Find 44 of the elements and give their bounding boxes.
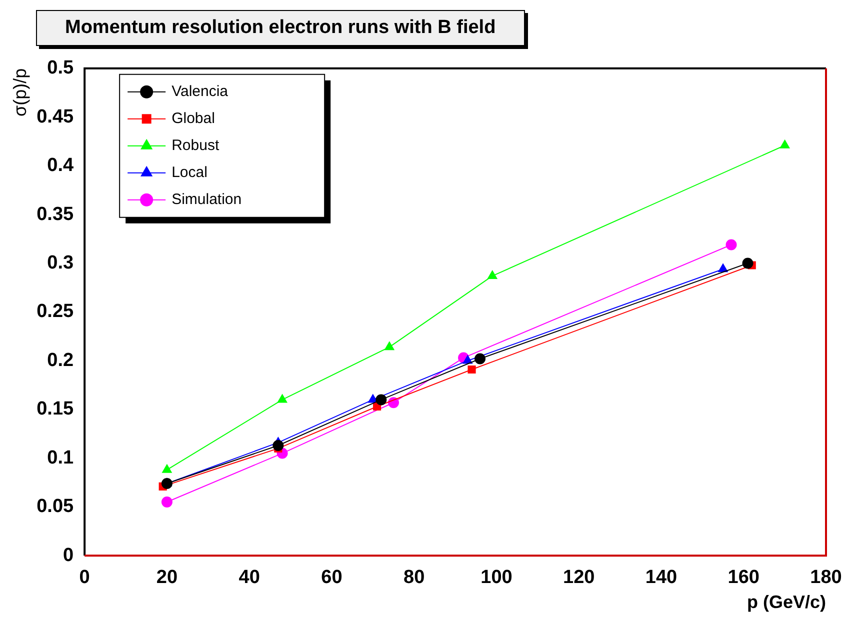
y-tick-label: 0.35 [36, 204, 74, 225]
y-tick-label: 0.15 [36, 398, 74, 420]
x-tick-label: 60 [321, 567, 342, 588]
x-tick-label: 180 [810, 567, 842, 588]
x-tick-label: 80 [404, 567, 425, 588]
legend-label: Robust [172, 137, 220, 154]
y-tick-label: 0.4 [47, 155, 74, 176]
x-tick-label: 20 [156, 567, 178, 588]
point [462, 355, 472, 364]
x-tick-label: 0 [79, 567, 90, 588]
y-tick-label: 0.05 [36, 496, 74, 518]
point [726, 239, 737, 250]
point [162, 464, 172, 473]
point [384, 342, 394, 350]
chart-title: Momentum resolution electron runs with B field [36, 10, 525, 46]
point [488, 270, 498, 279]
x-axis-title: p (GeV/c) [746, 592, 826, 612]
x-tick-label: 120 [563, 567, 595, 588]
point [272, 440, 284, 451]
legend-label: Simulation [172, 191, 242, 208]
y-tick-label: 0.1 [47, 447, 74, 468]
x-tick-label: 40 [238, 567, 260, 588]
point [468, 365, 476, 374]
y-tick-label: 0.3 [47, 252, 74, 274]
y-tick-label: 0.25 [36, 301, 74, 322]
point [742, 258, 754, 269]
point [277, 394, 288, 403]
x-tick-label: 160 [728, 567, 760, 588]
point [474, 353, 486, 364]
point [161, 496, 172, 508]
point [161, 478, 172, 489]
x-tick-label: 100 [480, 567, 512, 588]
point [376, 394, 387, 406]
y-axis-title: σ(p)/p [10, 68, 30, 117]
y-tick-label: 0.5 [47, 58, 74, 79]
x-tick-label: 140 [645, 567, 678, 588]
point [780, 140, 790, 148]
legend-label: Global [172, 110, 215, 128]
legend-label: Valencia [172, 83, 229, 100]
point [718, 264, 728, 272]
y-tick-label: 0.2 [47, 350, 74, 371]
y-tick-label: 0.45 [36, 106, 74, 128]
y-tick-label: 0 [63, 544, 74, 566]
legend-label: Local [172, 164, 208, 182]
